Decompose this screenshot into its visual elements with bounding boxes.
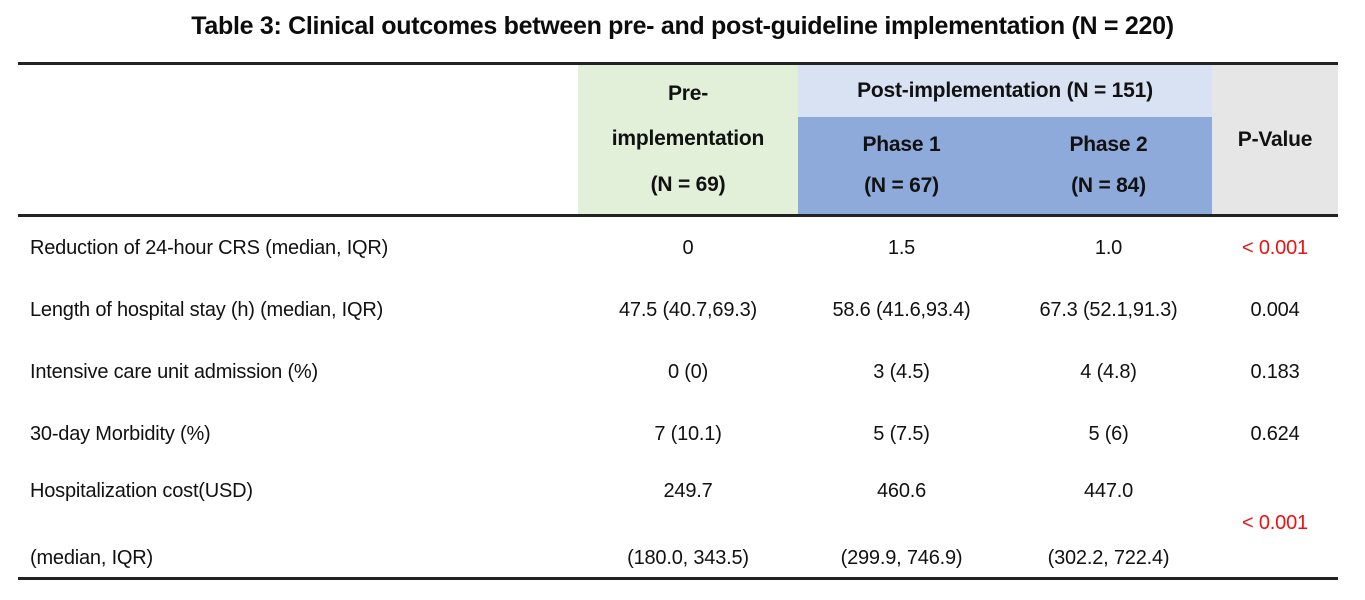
cell-pre-value: 249.7 (180.0, 343.5): [578, 465, 798, 577]
cell-line: Reduction of 24-hour CRS (median, IQR): [30, 236, 389, 259]
cell-phase1-value: 3 (4.5): [798, 361, 1005, 384]
header-phase-1: Phase 1 (N = 67): [798, 117, 1005, 214]
cell-line: 460.6: [876, 480, 927, 502]
cell-line: 1.5: [887, 236, 916, 259]
table-row: 30-day Morbidity (%) 7 (10.1) 5 (7.5) 5 (6)…: [18, 403, 1338, 465]
cell-phase2-value: 5 (6): [1005, 423, 1212, 446]
header-phase-line: (N = 67): [864, 173, 939, 197]
cell-line: (299.9, 746.9): [840, 547, 963, 569]
cell-phase1-value: 58.6 (41.6,93.4): [798, 299, 1005, 322]
header-p-value: P-Value: [1212, 65, 1338, 214]
cell-line: 58.6 (41.6,93.4): [832, 298, 971, 321]
cell-line: 5 (7.5): [873, 422, 930, 445]
cell-line: 7 (10.1): [654, 422, 722, 445]
header-pre-line: implementation: [611, 127, 765, 151]
header-label-spacer: [18, 65, 578, 214]
cell-phase2-value: 1.0: [1005, 237, 1212, 260]
cell-line: < 0.001: [1242, 512, 1308, 534]
table-row: Hospitalization cost(USD) (median, IQR) 24…: [18, 465, 1338, 577]
cell-line: Length of hospital stay (h) (median, IQR…: [30, 298, 384, 321]
header-pre-implementation: Pre- implementation (N = 69): [578, 65, 798, 214]
header-p-value-label: P-Value: [1237, 127, 1313, 151]
cell-line: 4 (4.8): [1080, 360, 1137, 383]
cell-line: 5 (6): [1088, 422, 1129, 445]
cell-line: Intensive care unit admission (%): [30, 360, 318, 383]
clinical-outcomes-table: Pre- implementation (N = 69) Post-implem…: [18, 62, 1338, 580]
table-title: Table 3: Clinical outcomes between pre- …: [191, 12, 1174, 40]
header-pre-line: (N = 69): [650, 173, 726, 197]
cell-line: 0.004: [1250, 298, 1300, 321]
table-row: Reduction of 24-hour CRS (median, IQR) 0 1…: [18, 217, 1338, 279]
cell-pre-value: 0 (0): [578, 361, 798, 384]
cell-phase2-value: 447.0 (302.2, 722.4): [1005, 465, 1212, 577]
cell-line: 1.0: [1094, 236, 1123, 259]
table-header: Pre- implementation (N = 69) Post-implem…: [18, 65, 1338, 214]
cell-label: 30-day Morbidity (%): [18, 423, 578, 446]
cell-pre-value: 0: [578, 237, 798, 260]
table-top-rule: [18, 62, 1338, 65]
cell-label: Length of hospital stay (h) (median, IQR…: [18, 299, 578, 322]
header-pre-line: Pre-: [667, 81, 709, 105]
cell-phase1-value: 5 (7.5): [798, 423, 1005, 446]
table-row: Length of hospital stay (h) (median, IQR…: [18, 279, 1338, 341]
cell-line: (180.0, 343.5): [627, 547, 749, 569]
cell-line: 3 (4.5): [873, 360, 930, 383]
cell-pre-value: 47.5 (40.7,69.3): [578, 299, 798, 322]
cell-line: 249.7: [663, 480, 713, 502]
cell-line: 0 (0): [667, 360, 709, 383]
header-phases: Phase 1 (N = 67) Phase 2 (N = 84): [798, 117, 1212, 214]
header-phase-line: (N = 84): [1071, 173, 1146, 197]
cell-p-value: 0.004: [1212, 299, 1338, 322]
header-phase-2: Phase 2 (N = 84): [1005, 117, 1212, 214]
cell-label: Reduction of 24-hour CRS (median, IQR): [18, 237, 578, 260]
cell-pre-value: 7 (10.1): [578, 423, 798, 446]
cell-label: Hospitalization cost(USD) (median, IQR): [18, 465, 578, 577]
header-post-implementation-group: Post-implementation (N = 151) Phase 1 (N…: [798, 65, 1212, 214]
cell-line: (302.2, 722.4): [1047, 547, 1170, 569]
header-post-implementation: Post-implementation (N = 151): [798, 65, 1212, 117]
cell-line: 0.183: [1250, 360, 1300, 383]
cell-phase1-value: 1.5: [798, 237, 1005, 260]
header-phase-line: Phase 2: [1069, 133, 1148, 157]
header-bottom-rule: [18, 214, 1338, 217]
cell-phase2-value: 67.3 (52.1,91.3): [1005, 299, 1212, 322]
cell-phase1-value: 460.6 (299.9, 746.9): [798, 465, 1005, 577]
cell-line: 447.0: [1083, 480, 1134, 502]
cell-line: < 0.001: [1242, 236, 1308, 259]
cell-line: 0: [682, 236, 694, 259]
cell-p-value: 0.624: [1212, 423, 1338, 446]
table-bottom-rule: [18, 577, 1338, 580]
cell-line: 30-day Morbidity (%): [30, 422, 211, 445]
cell-line: Hospitalization cost(USD): [30, 480, 253, 502]
cell-line: 0.624: [1250, 422, 1300, 445]
table-body: Reduction of 24-hour CRS (median, IQR) 0 1…: [18, 217, 1338, 577]
cell-line: (median, IQR): [30, 547, 153, 569]
cell-p-value: < 0.001: [1212, 465, 1338, 577]
cell-p-value: 0.183: [1212, 361, 1338, 384]
header-phase-line: Phase 1: [862, 133, 941, 157]
cell-label: Intensive care unit admission (%): [18, 361, 578, 384]
cell-p-value: < 0.001: [1212, 237, 1338, 260]
cell-line: 47.5 (40.7,69.3): [618, 298, 757, 321]
cell-phase2-value: 4 (4.8): [1005, 361, 1212, 384]
table-row: Intensive care unit admission (%) 0 (0) 3 …: [18, 341, 1338, 403]
header-post-label: Post-implementation (N = 151): [857, 79, 1153, 102]
cell-line: 67.3 (52.1,91.3): [1039, 298, 1178, 321]
